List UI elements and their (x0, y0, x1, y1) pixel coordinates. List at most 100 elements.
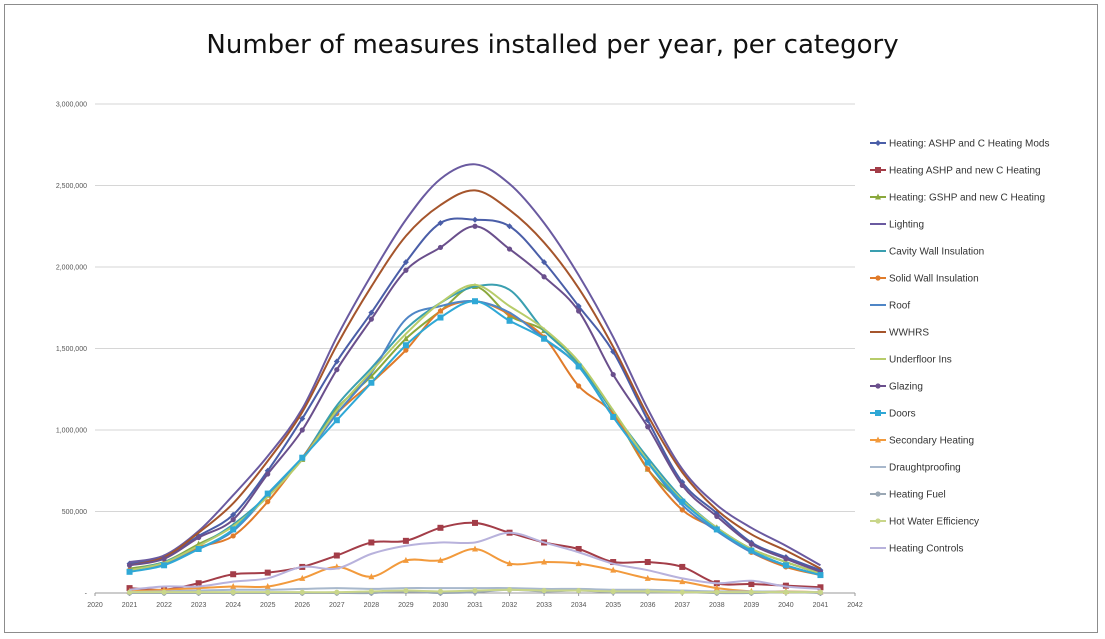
data-point (403, 267, 409, 273)
x-tick-label: 2039 (744, 602, 760, 609)
legend-marker (875, 410, 881, 416)
data-point (575, 363, 582, 370)
data-point (472, 519, 478, 526)
data-point (264, 582, 271, 589)
data-point (230, 582, 237, 589)
data-point (679, 507, 685, 513)
data-point (264, 490, 271, 497)
data-point (713, 584, 720, 591)
legend-item[interactable]: Lighting (870, 220, 924, 231)
legend-item[interactable]: Heating ASHP and new C Heating (870, 166, 1041, 177)
legend-item[interactable]: Hot Water Efficiency (870, 517, 979, 528)
data-point (230, 571, 237, 578)
x-tick-label: 2040 (778, 602, 794, 609)
data-point (333, 417, 340, 424)
series-layer (126, 163, 824, 596)
data-point (748, 589, 754, 595)
data-point (541, 274, 547, 280)
data-point (817, 589, 824, 595)
legend-label: Underfloor Ins (889, 355, 952, 366)
legend-item[interactable]: WWHRS (870, 328, 929, 339)
x-tick-label: 2035 (605, 602, 621, 609)
y-tick-label: 500,000 (62, 509, 87, 516)
x-tick-label: 2028 (364, 602, 380, 609)
legend-item[interactable]: Secondary Heating (870, 436, 974, 447)
legend-item[interactable]: Roof (870, 301, 910, 312)
data-point (472, 298, 478, 305)
data-point (783, 589, 789, 595)
data-point (782, 562, 789, 569)
legend-item[interactable]: Draughtproofing (870, 463, 961, 474)
x-tick-label: 2031 (467, 602, 483, 609)
data-point (334, 367, 340, 373)
x-tick-label: 2020 (87, 602, 103, 609)
legend-marker (875, 275, 881, 281)
legend-item[interactable]: Cavity Wall Insulation (870, 247, 984, 258)
data-point (472, 223, 478, 229)
legend-label: Heating Controls (889, 544, 963, 555)
data-point (437, 308, 444, 314)
data-point (644, 459, 651, 466)
chart-title: Number of measures installed per year, p… (206, 30, 899, 60)
data-point (610, 413, 617, 420)
data-point (161, 562, 168, 569)
chart-frame (4, 4, 1098, 633)
legend-item[interactable]: Underfloor Ins (870, 355, 952, 366)
data-point (333, 552, 340, 559)
x-tick-label: 2034 (571, 602, 587, 609)
data-point (644, 559, 651, 566)
series-0 (126, 216, 824, 574)
data-point (299, 454, 306, 461)
legend-item[interactable]: Heating: ASHP and C Heating Mods (870, 139, 1049, 150)
data-point (645, 588, 651, 594)
y-tick-label: - (85, 591, 88, 598)
data-point (541, 587, 547, 594)
data-point (230, 511, 237, 518)
x-tick-label: 2033 (536, 602, 552, 609)
y-tick-label: 3,000,000 (56, 102, 87, 109)
data-point (472, 545, 478, 552)
data-point (230, 589, 236, 595)
data-point (299, 427, 305, 433)
series-line (129, 283, 821, 575)
legend-label: Heating ASHP and new C Heating (889, 166, 1041, 177)
data-point (575, 560, 582, 567)
series-line (129, 163, 821, 567)
data-point (437, 219, 444, 226)
legend-label: Glazing (889, 382, 923, 393)
y-tick-label: 1,000,000 (56, 428, 87, 435)
legend-item[interactable]: Heating: GSHP and new C Heating (870, 193, 1045, 204)
legend-item[interactable]: Heating Fuel (870, 490, 946, 501)
data-point (783, 556, 789, 562)
legend-label: Heating: GSHP and new C Heating (889, 193, 1045, 204)
legend-marker (875, 140, 881, 146)
data-point (437, 588, 444, 594)
data-point (575, 545, 582, 552)
x-tick-label: 2021 (122, 602, 138, 609)
legend-label: Doors (889, 409, 916, 420)
x-tick-label: 2030 (433, 602, 449, 609)
series-14 (126, 587, 824, 595)
data-point (196, 534, 202, 541)
data-point (402, 335, 409, 342)
legend-item[interactable]: Solid Wall Insulation (870, 274, 979, 285)
data-point (679, 482, 685, 489)
data-point (437, 244, 444, 251)
legend[interactable]: Heating: ASHP and C Heating Mods Heating … (870, 139, 1049, 555)
series-8 (129, 283, 821, 575)
legend-marker (875, 383, 881, 389)
data-point (403, 347, 409, 353)
data-point (230, 526, 237, 533)
data-point (506, 317, 513, 324)
legend-item[interactable]: Heating Controls (870, 544, 963, 555)
series-10 (126, 298, 824, 579)
legend-item[interactable]: Doors (870, 409, 916, 420)
data-point (679, 498, 686, 505)
legend-marker (875, 491, 881, 497)
series-7 (129, 189, 821, 570)
data-point (472, 216, 478, 223)
data-point (714, 513, 720, 519)
data-point (126, 568, 133, 575)
data-point (817, 584, 824, 591)
legend-item[interactable]: Glazing (870, 382, 923, 393)
